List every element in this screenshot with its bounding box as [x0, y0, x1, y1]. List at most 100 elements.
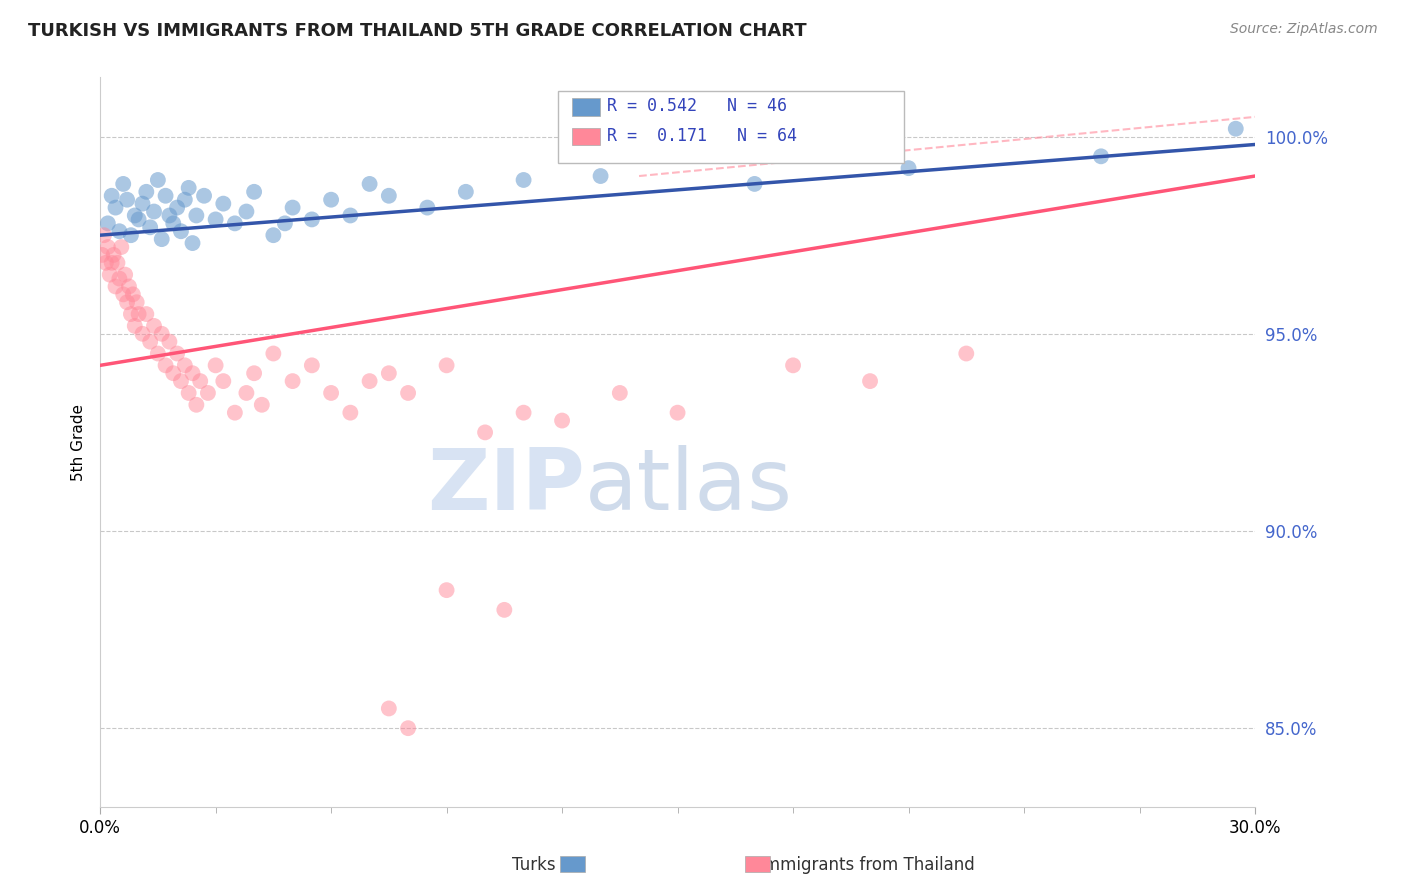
Point	[97, 216, 120, 230]
Point	[181, 236, 204, 251]
Point	[98, 268, 121, 282]
Point	[378, 701, 401, 715]
Point	[118, 279, 141, 293]
Point	[494, 603, 516, 617]
Point	[124, 318, 146, 333]
Point	[235, 386, 257, 401]
Text: atlas: atlas	[585, 444, 793, 527]
Point	[173, 193, 195, 207]
Point	[301, 212, 323, 227]
Point	[186, 209, 208, 223]
Point	[396, 721, 419, 735]
Point	[115, 193, 138, 207]
Point	[135, 307, 157, 321]
Point	[782, 359, 804, 373]
Point	[108, 271, 131, 285]
Point	[146, 173, 169, 187]
Point	[281, 201, 304, 215]
Point	[243, 185, 266, 199]
Point	[108, 224, 131, 238]
Point	[125, 295, 148, 310]
Point	[124, 209, 146, 223]
Point	[359, 374, 381, 388]
Point	[146, 346, 169, 360]
Point	[150, 326, 173, 341]
Point	[155, 359, 177, 373]
Point	[131, 196, 153, 211]
Point	[512, 173, 534, 187]
Point	[212, 196, 235, 211]
Point	[319, 193, 342, 207]
Point	[107, 256, 129, 270]
Point	[897, 161, 920, 176]
Point	[666, 406, 689, 420]
Point	[135, 185, 157, 199]
Point	[157, 209, 180, 223]
Point	[120, 228, 142, 243]
Point	[166, 346, 188, 360]
Point	[274, 216, 297, 230]
Point	[378, 366, 401, 380]
Point	[301, 359, 323, 373]
Point	[139, 334, 162, 349]
Point	[859, 374, 882, 388]
Point	[128, 212, 150, 227]
Point	[166, 201, 188, 215]
Point	[436, 359, 458, 373]
Point	[955, 346, 977, 360]
Point	[339, 406, 361, 420]
Point	[112, 177, 135, 191]
Point	[103, 248, 125, 262]
Point	[609, 386, 631, 401]
Point	[120, 307, 142, 321]
Text: ZIP: ZIP	[427, 444, 585, 527]
Point	[512, 406, 534, 420]
Point	[262, 346, 284, 360]
Point	[378, 188, 401, 202]
Point	[94, 256, 117, 270]
Point	[173, 359, 195, 373]
Point	[186, 398, 208, 412]
Point	[114, 268, 136, 282]
Point	[1090, 149, 1112, 163]
Point	[143, 204, 166, 219]
Point	[339, 209, 361, 223]
Point	[112, 287, 135, 301]
Point	[454, 185, 477, 199]
Point	[1225, 121, 1247, 136]
Point	[115, 295, 138, 310]
Point	[100, 256, 122, 270]
Point	[212, 374, 235, 388]
Point	[181, 366, 204, 380]
Text: TURKISH VS IMMIGRANTS FROM THAILAND 5TH GRADE CORRELATION CHART: TURKISH VS IMMIGRANTS FROM THAILAND 5TH …	[28, 22, 807, 40]
Text: R =  0.171   N = 64: R = 0.171 N = 64	[607, 127, 797, 145]
Point	[93, 228, 115, 243]
Point	[474, 425, 496, 440]
Point	[281, 374, 304, 388]
Point	[319, 386, 342, 401]
Text: Source: ZipAtlas.com: Source: ZipAtlas.com	[1230, 22, 1378, 37]
Y-axis label: 5th Grade: 5th Grade	[72, 404, 86, 481]
Point	[204, 359, 226, 373]
Text: R = 0.542   N = 46: R = 0.542 N = 46	[607, 97, 787, 115]
Text: Turks: Turks	[512, 856, 555, 874]
Point	[100, 188, 122, 202]
Point	[162, 366, 184, 380]
Point	[250, 398, 273, 412]
Point	[243, 366, 266, 380]
Point	[157, 334, 180, 349]
Point	[188, 374, 211, 388]
Point	[104, 279, 127, 293]
Point	[177, 181, 200, 195]
Point	[359, 177, 381, 191]
Point	[262, 228, 284, 243]
Point	[104, 201, 127, 215]
Point	[170, 224, 193, 238]
Point	[193, 188, 215, 202]
Point	[162, 216, 184, 230]
Point	[224, 216, 246, 230]
Point	[91, 248, 114, 262]
Point	[143, 318, 166, 333]
Point	[155, 188, 177, 202]
Point	[121, 287, 143, 301]
